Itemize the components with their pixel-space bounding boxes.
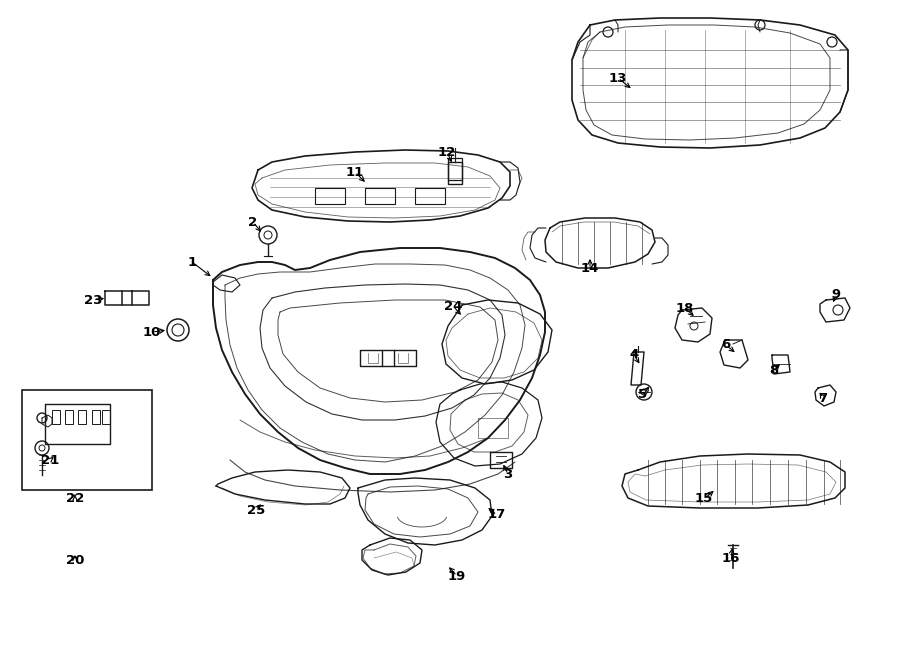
Text: 1: 1 <box>187 256 196 268</box>
Text: 2: 2 <box>248 215 257 229</box>
Text: 6: 6 <box>722 338 731 352</box>
Bar <box>102 410 110 424</box>
Bar <box>52 410 60 424</box>
Text: 17: 17 <box>488 508 506 522</box>
Bar <box>22 390 152 490</box>
Bar <box>92 410 100 424</box>
Text: 21: 21 <box>40 453 59 467</box>
Text: 18: 18 <box>676 301 694 315</box>
Text: 3: 3 <box>503 467 513 481</box>
Text: 5: 5 <box>638 389 648 401</box>
Bar <box>448 162 462 184</box>
Text: 23: 23 <box>84 293 103 307</box>
Text: 13: 13 <box>608 71 627 85</box>
Text: 4: 4 <box>629 348 639 362</box>
Text: 25: 25 <box>247 504 266 516</box>
Text: 19: 19 <box>448 570 466 582</box>
Text: 7: 7 <box>818 391 828 405</box>
Text: 20: 20 <box>66 553 85 566</box>
Text: 12: 12 <box>438 145 456 159</box>
Bar <box>365 188 395 204</box>
Text: 9: 9 <box>832 288 841 301</box>
Text: 16: 16 <box>722 551 740 564</box>
Text: 15: 15 <box>695 492 713 506</box>
Bar <box>448 158 462 180</box>
Text: 8: 8 <box>770 364 778 377</box>
Text: 14: 14 <box>580 262 599 276</box>
Bar <box>315 188 345 204</box>
Bar <box>415 188 445 204</box>
Bar <box>78 410 86 424</box>
Text: 24: 24 <box>444 299 463 313</box>
Bar <box>65 410 73 424</box>
Text: 10: 10 <box>143 325 161 338</box>
Text: 22: 22 <box>66 492 84 504</box>
Text: 11: 11 <box>346 165 365 178</box>
